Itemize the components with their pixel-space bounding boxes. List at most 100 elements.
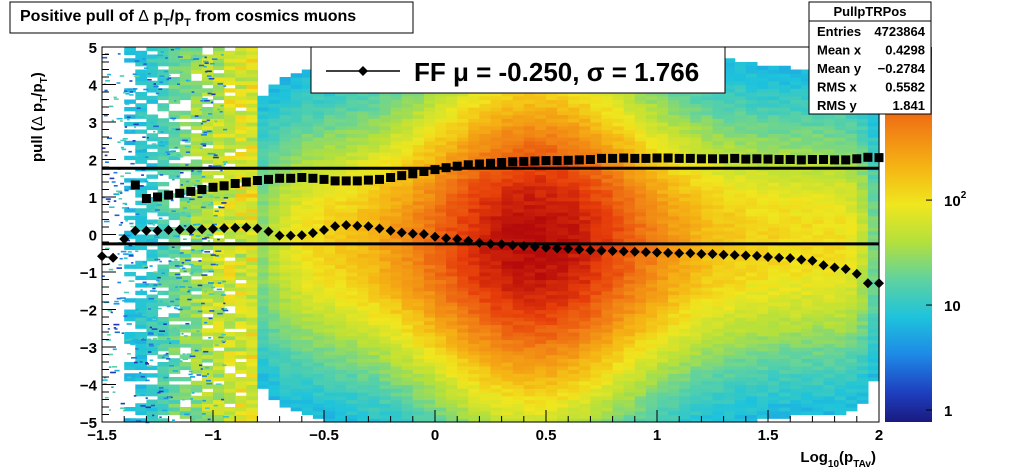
sigma-point-53: [719, 154, 728, 163]
stats-box: PullpTRPos Entries 4723864 Mean x 0.4298 Mea…: [809, 2, 931, 114]
sigma-point-24: [397, 171, 406, 180]
sigma-point-41: [586, 155, 595, 164]
sigma-point-61: [808, 155, 817, 164]
sigma-point-49: [675, 154, 684, 163]
title-box: Positive pull of Δ pT/pT from cosmics mu…: [10, 2, 413, 33]
y-tick-label: 0: [89, 228, 97, 245]
sigma-point-37: [542, 156, 551, 165]
sigma-point-15: [297, 173, 306, 182]
sigma-point-52: [708, 154, 717, 163]
sigma-point-62: [819, 155, 828, 164]
y-tick-label: 1: [89, 190, 97, 207]
x-tick-label: 0: [431, 427, 439, 444]
x-tick-label: −0.5: [309, 427, 339, 444]
sigma-point-58: [775, 155, 784, 164]
sigma-point-19: [342, 176, 351, 185]
legend: FF μ = -0.250, σ = 1.766: [311, 47, 725, 93]
sigma-point-31: [475, 160, 484, 169]
sigma-point-38: [553, 156, 562, 165]
sigma-point-7: [209, 183, 218, 192]
y-tick-label: −4: [80, 378, 98, 395]
sigma-point-64: [841, 155, 850, 164]
heatmap: [124, 47, 879, 423]
sigma-point-57: [764, 155, 773, 164]
sigma-point-28: [442, 163, 451, 172]
sigma-point-33: [497, 158, 506, 167]
sigma-point-14: [286, 174, 295, 183]
sigma-point-0: [131, 181, 140, 190]
sigma-point-12: [264, 175, 273, 184]
sigma-point-47: [653, 154, 662, 163]
y-tick-label: −3: [80, 340, 97, 357]
sigma-point-23: [386, 173, 395, 182]
sigma-point-20: [353, 176, 362, 185]
y-tick-label: 3: [89, 115, 97, 132]
sigma-point-51: [697, 154, 706, 163]
palette-label: 10: [944, 298, 961, 315]
sigma-point-39: [564, 156, 573, 165]
sigma-point-65: [852, 154, 861, 163]
sigma-point-40: [575, 155, 584, 164]
plot-area: [102, 47, 880, 423]
sigma-point-46: [641, 154, 650, 163]
sigma-point-44: [619, 154, 628, 163]
sigma-point-25: [408, 169, 417, 178]
sigma-point-8: [220, 181, 229, 190]
sigma-point-10: [242, 178, 251, 187]
sigma-point-56: [752, 154, 761, 163]
stats-key: RMS y: [817, 98, 858, 113]
sigma-point-1: [142, 194, 151, 203]
sigma-point-54: [730, 154, 739, 163]
sigma-point-18: [331, 176, 340, 185]
x-tick-label: 2: [875, 427, 883, 444]
sigma-point-5: [186, 187, 195, 196]
y-tick-label: −1: [80, 265, 97, 282]
stats-key: Mean y: [817, 61, 862, 76]
x-tick-label: −1: [204, 427, 221, 444]
stats-value: 0.4298: [885, 43, 925, 58]
x-tick-label: 1.5: [758, 427, 779, 444]
stats-title: PullpTRPos: [834, 4, 907, 19]
y-tick-label: −2: [80, 303, 97, 320]
x-tick-label: 1: [653, 427, 661, 444]
sigma-point-22: [375, 175, 384, 184]
y-tick-label: 4: [89, 78, 98, 95]
sigma-point-4: [175, 189, 184, 198]
stats-value: 4723864: [874, 24, 925, 39]
sigma-point-26: [419, 167, 428, 176]
sigma-point-59: [786, 155, 795, 164]
sigma-point-29: [453, 162, 462, 171]
stats-key: Mean x: [817, 43, 862, 58]
x-tick-label: 0.5: [536, 427, 557, 444]
sigma-point-13: [275, 174, 284, 183]
stats-key: Entries: [817, 24, 861, 39]
sigma-point-27: [431, 165, 440, 174]
sigma-point-36: [530, 157, 539, 166]
stats-value: 0.5582: [885, 80, 925, 95]
stats-key: RMS x: [817, 80, 858, 95]
sigma-point-50: [686, 154, 695, 163]
sigma-point-32: [486, 159, 495, 168]
y-tick-label: 5: [89, 40, 97, 57]
sigma-point-16: [308, 174, 317, 183]
sigma-point-17: [320, 175, 329, 184]
sigma-point-43: [608, 154, 617, 163]
sigma-point-3: [164, 191, 173, 200]
sigma-point-21: [364, 176, 373, 185]
sigma-point-55: [741, 155, 750, 164]
sigma-point-30: [464, 160, 473, 169]
sigma-point-66: [863, 153, 872, 162]
sigma-point-34: [508, 157, 517, 166]
y-tick-label: −5: [80, 415, 97, 432]
sigma-point-45: [630, 154, 639, 163]
stats-value: 1.841: [892, 98, 925, 113]
palette-label: 1: [944, 403, 952, 420]
sigma-point-60: [797, 155, 806, 164]
sigma-point-11: [253, 176, 262, 185]
sigma-point-35: [519, 157, 528, 166]
sigma-point-63: [830, 155, 839, 164]
sigma-point-2: [153, 193, 162, 202]
stats-value: −0.2784: [878, 61, 926, 76]
sigma-point-9: [231, 179, 240, 188]
